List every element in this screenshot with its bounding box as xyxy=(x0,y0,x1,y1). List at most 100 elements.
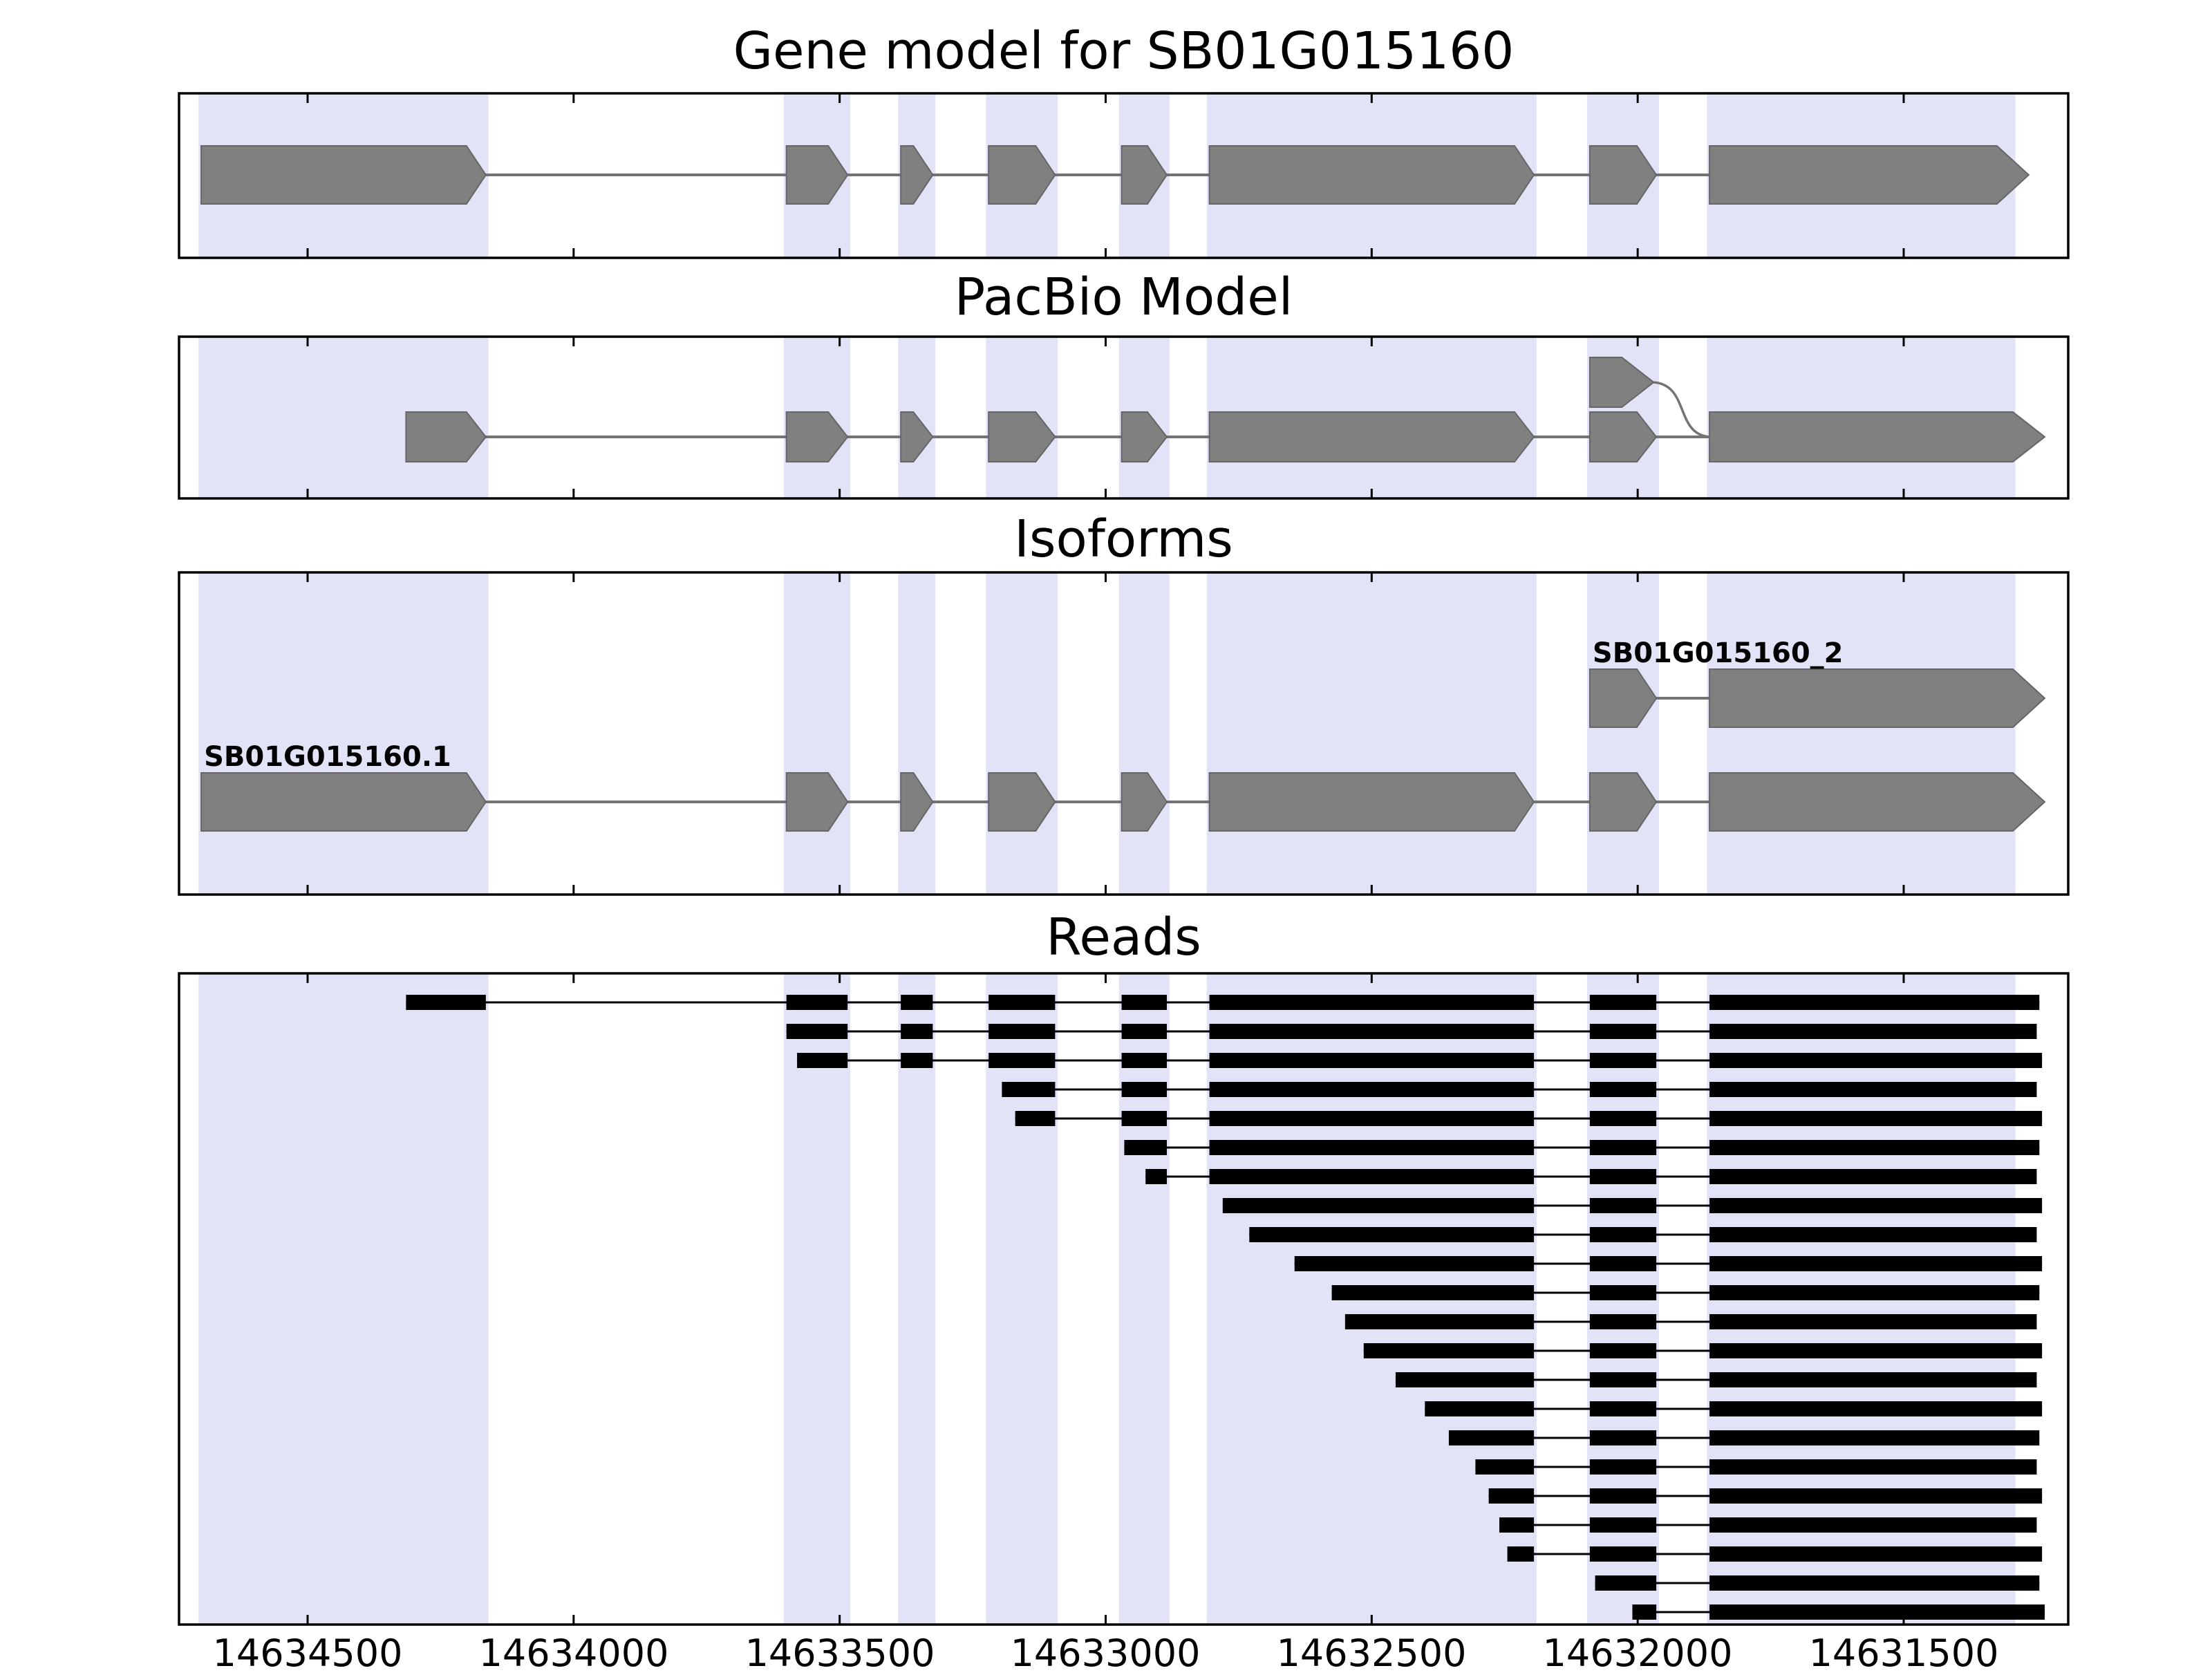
read-block xyxy=(1425,1401,1535,1416)
exon-highlight-band xyxy=(1118,572,1170,895)
x-tick-label: 14632500 xyxy=(1276,1631,1467,1675)
read-block xyxy=(1121,1082,1168,1097)
read-block xyxy=(1589,1372,1657,1387)
read-block xyxy=(1002,1082,1056,1097)
SB01G015160-gene-model-exon xyxy=(1588,145,1658,205)
read-block xyxy=(1145,1169,1168,1184)
read xyxy=(406,995,2040,1010)
read xyxy=(1002,1082,2037,1097)
read-block xyxy=(1448,1430,1535,1445)
exon-highlight-band xyxy=(1587,572,1659,895)
panel-border xyxy=(178,335,2070,500)
read-block xyxy=(1709,1517,2037,1533)
read xyxy=(1222,1198,2043,1213)
pacbio-main-exon xyxy=(1121,411,1168,462)
read-block xyxy=(1589,1285,1657,1300)
read-block xyxy=(1589,1430,1657,1445)
x-tick-label: 14633000 xyxy=(1010,1631,1201,1675)
panel-title-reads: Reads xyxy=(1046,908,1201,967)
panel-title-gene-model: Gene model for SB01G015160 xyxy=(733,21,1515,81)
read-block xyxy=(1709,1111,2043,1126)
read xyxy=(1395,1372,2037,1387)
isoform-label: SB01G015160_2 xyxy=(1593,637,1844,669)
panel-pacbio-model xyxy=(178,335,2070,500)
read-block xyxy=(1709,1256,2043,1271)
SB01G015160.1-exon xyxy=(1588,772,1658,832)
SB01G015160-gene-model-exon xyxy=(1208,145,1535,205)
read-block xyxy=(1632,1604,1657,1620)
read-block xyxy=(1589,1024,1657,1039)
read-block xyxy=(988,995,1056,1010)
SB01G015160_2-exon xyxy=(1588,668,1658,728)
read-block xyxy=(406,995,486,1010)
SB01G015160-gene-model-exon xyxy=(785,145,849,205)
x-tick-label: 14634500 xyxy=(212,1631,403,1675)
read-block xyxy=(901,1053,933,1068)
read-block xyxy=(1589,1111,1657,1126)
panel-border xyxy=(178,972,2070,1626)
SB01G015160.1-exon xyxy=(900,772,934,832)
read-block xyxy=(1589,1256,1657,1271)
SB01G015160_2-exon xyxy=(1709,668,2046,728)
SB01G015160.1-exon xyxy=(1208,772,1535,832)
SB01G015160-gene-model-exon xyxy=(988,145,1056,205)
read-block xyxy=(1294,1256,1535,1271)
exon-highlight-band xyxy=(783,572,851,895)
read-block xyxy=(988,1053,1056,1068)
pacbio-main-exon xyxy=(1208,411,1535,462)
x-tick-label: 14634000 xyxy=(478,1631,669,1675)
read-block xyxy=(1209,1082,1535,1097)
x-tick-label: 14631500 xyxy=(1808,1631,1999,1675)
read xyxy=(1632,1604,2045,1620)
read xyxy=(1344,1314,2037,1329)
exon-highlight-band xyxy=(986,572,1058,895)
SB01G015160-gene-model-exon xyxy=(200,145,487,205)
exon-highlight-band xyxy=(1206,572,1537,895)
read-block xyxy=(988,1024,1056,1039)
panel-border xyxy=(178,571,2070,896)
read-block xyxy=(1589,1053,1657,1068)
read-block xyxy=(1209,1053,1535,1068)
exon-highlight-band xyxy=(986,973,1058,1625)
read-block xyxy=(901,1024,933,1039)
read-block xyxy=(1589,1198,1657,1213)
read xyxy=(786,1024,2037,1039)
isoform-label: SB01G015160.1 xyxy=(204,741,451,773)
read-block xyxy=(786,1024,848,1039)
panel-isoforms: SB01G015160_2 SB01G015160.1 xyxy=(178,571,2070,896)
read-block xyxy=(1344,1314,1535,1329)
read xyxy=(1499,1517,2037,1533)
read-block xyxy=(1709,1198,2043,1213)
read-block xyxy=(1209,1024,1535,1039)
read-block xyxy=(1589,1140,1657,1155)
pacbio-main-exon xyxy=(785,411,849,462)
read-block xyxy=(1589,1169,1657,1184)
read-block xyxy=(1395,1372,1535,1387)
pacbio-main-exon xyxy=(1588,411,1658,462)
read-block xyxy=(1209,995,1535,1010)
read-block xyxy=(1709,1343,2043,1358)
read-block xyxy=(1709,1401,2043,1416)
exon-highlight-band xyxy=(1118,973,1170,1625)
read-block xyxy=(1709,1488,2043,1504)
SB01G015160-gene-model-exon xyxy=(900,145,934,205)
read-block xyxy=(1249,1227,1535,1242)
pacbio-alt-exon-exon xyxy=(1588,357,1655,408)
pacbio-main-exon xyxy=(988,411,1056,462)
read-block xyxy=(1363,1343,1535,1358)
read xyxy=(1448,1430,2040,1445)
read-block xyxy=(1209,1140,1535,1155)
splice-curve xyxy=(1653,381,1710,438)
read-block xyxy=(1709,1314,2037,1329)
read-block xyxy=(1709,1053,2043,1068)
read xyxy=(1331,1285,2040,1300)
exon-highlight-band xyxy=(898,572,936,895)
exon-highlight-band xyxy=(1707,572,2016,895)
read-block xyxy=(1124,1140,1168,1155)
SB01G015160.1-exon xyxy=(1709,772,2046,832)
read xyxy=(1145,1169,2037,1184)
read-block xyxy=(1589,1459,1657,1475)
pacbio-main-exon xyxy=(1709,411,2046,462)
